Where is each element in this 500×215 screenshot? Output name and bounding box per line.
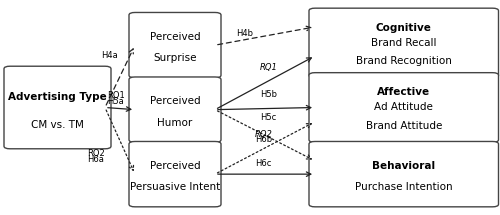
Text: Ad Attitude: Ad Attitude	[374, 103, 433, 112]
Text: Brand Attitude: Brand Attitude	[366, 121, 442, 131]
Text: H6a: H6a	[88, 155, 104, 164]
Text: Advertising Type: Advertising Type	[8, 92, 107, 102]
FancyBboxPatch shape	[309, 141, 498, 207]
Text: Affective: Affective	[377, 87, 430, 97]
FancyBboxPatch shape	[129, 141, 221, 207]
Text: Brand Recognition: Brand Recognition	[356, 56, 452, 66]
FancyBboxPatch shape	[309, 73, 498, 142]
Text: Brand Recall: Brand Recall	[371, 38, 436, 48]
FancyBboxPatch shape	[4, 66, 111, 149]
Text: Humor: Humor	[158, 118, 192, 128]
Text: Perceived: Perceived	[150, 32, 200, 42]
Text: Perceived: Perceived	[150, 96, 200, 106]
Text: H4a: H4a	[100, 51, 117, 60]
FancyBboxPatch shape	[129, 12, 221, 78]
Text: Behavioral: Behavioral	[372, 161, 436, 171]
Text: Perceived: Perceived	[150, 161, 200, 171]
Text: H5b: H5b	[260, 90, 277, 99]
Text: H6b: H6b	[255, 135, 272, 144]
Text: Persuasive Intent: Persuasive Intent	[130, 182, 220, 192]
FancyBboxPatch shape	[309, 8, 498, 78]
Text: Cognitive: Cognitive	[376, 23, 432, 32]
Text: Purchase Intention: Purchase Intention	[355, 182, 452, 192]
Text: RQ1: RQ1	[107, 91, 125, 100]
Text: CM vs. TM: CM vs. TM	[31, 120, 84, 129]
Text: RQ2: RQ2	[87, 149, 105, 158]
Text: H6c: H6c	[255, 159, 272, 168]
Text: H5c: H5c	[260, 113, 276, 122]
Text: H4b: H4b	[236, 29, 254, 38]
Text: RQ2: RQ2	[255, 130, 273, 139]
Text: H5a: H5a	[108, 97, 124, 106]
Text: RQ1: RQ1	[260, 63, 278, 72]
Text: Surprise: Surprise	[154, 53, 197, 63]
FancyBboxPatch shape	[129, 77, 221, 142]
